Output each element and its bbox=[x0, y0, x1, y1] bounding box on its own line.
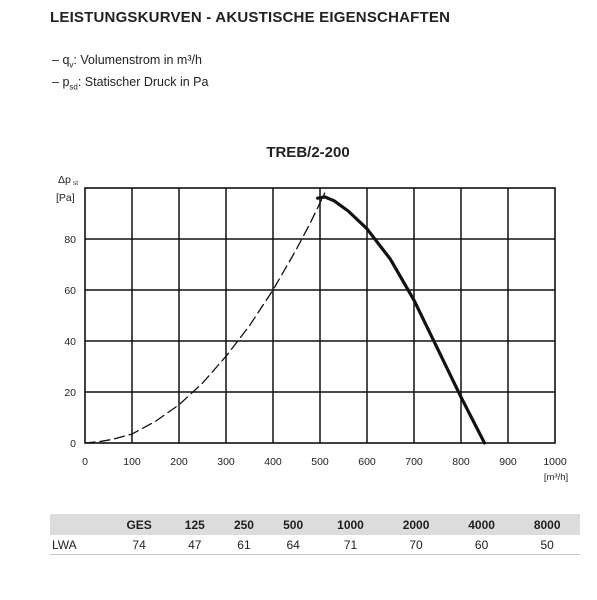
table-cell: 74 bbox=[108, 535, 171, 555]
table-header-cell: 250 bbox=[219, 514, 269, 535]
x-tick-label: 300 bbox=[217, 456, 235, 468]
table-header-cell: 125 bbox=[170, 514, 220, 535]
flow-symbol: q bbox=[62, 53, 70, 67]
legend-item-flow: – qv: Volumenstrom in m³/h bbox=[52, 53, 202, 70]
x-tick-label: 400 bbox=[264, 456, 282, 468]
performance-chart: TREB/2-2000 100 200 300 400 500 600 700 800 900 10… bbox=[56, 144, 568, 483]
x-tick-label: 100 bbox=[123, 456, 141, 468]
table-header-cell: GES bbox=[108, 514, 171, 535]
x-tick-label: 700 bbox=[405, 456, 423, 468]
table-row: LWA 74 47 61 64 71 70 60 50 bbox=[50, 535, 580, 555]
x-tick-label: 500 bbox=[311, 456, 329, 468]
x-tick-label: 1000 bbox=[543, 456, 567, 468]
legend-item-pressure: – psd: Statischer Druck in Pa bbox=[52, 74, 209, 92]
x-tick-label: 0 bbox=[82, 456, 88, 468]
pressure-subscript: sd bbox=[69, 82, 78, 91]
table-header-row: GES 125 250 500 1000 2000 4000 8000 bbox=[50, 514, 580, 535]
y-axis-unit: [Pa] bbox=[56, 192, 75, 204]
page-heading: LEISTUNGSKURVEN - AKUSTISCHE EIGENSCHAFT… bbox=[50, 9, 451, 26]
table-row-label: LWA bbox=[50, 535, 108, 555]
pressure-description: : Statischer Druck in Pa bbox=[77, 74, 209, 89]
y-tick-label: 60 bbox=[64, 285, 76, 297]
table-header-cell: 8000 bbox=[514, 514, 580, 535]
table-cell: 50 bbox=[514, 535, 580, 555]
y-tick-label: 40 bbox=[64, 336, 76, 348]
fan-curve-solid bbox=[316, 195, 487, 445]
legend-list: – qv: Volumenstrom in m³/h – psd: Statis… bbox=[52, 52, 208, 95]
acoustic-table: GES 125 250 500 1000 2000 4000 8000 LWA 74 47 61 64… bbox=[50, 514, 580, 555]
flow-description: : Volumenstrom in m³/h bbox=[73, 53, 202, 67]
table-header-cell: 4000 bbox=[448, 514, 515, 535]
pressure-symbol: p bbox=[62, 74, 70, 89]
y-axis-label-subscript: st bbox=[73, 180, 78, 187]
y-tick-label: 20 bbox=[64, 387, 76, 399]
table-corner-cell bbox=[50, 514, 108, 535]
x-tick-label: 600 bbox=[358, 456, 376, 468]
x-axis-unit: [m³/h] bbox=[544, 472, 568, 483]
table-cell: 47 bbox=[170, 535, 220, 555]
y-tick-label: 0 bbox=[70, 438, 76, 450]
x-tick-label: 900 bbox=[499, 456, 517, 468]
y-tick-label: 80 bbox=[64, 234, 76, 246]
table-header-cell: 1000 bbox=[317, 514, 384, 535]
table-cell: 61 bbox=[219, 535, 269, 555]
chart-title: TREB/2-200 bbox=[266, 144, 349, 161]
table-header-cell: 2000 bbox=[383, 514, 449, 535]
x-tick-label: 800 bbox=[452, 456, 470, 468]
table-cell: 70 bbox=[383, 535, 449, 555]
table-cell: 71 bbox=[317, 535, 384, 555]
table-header-cell: 500 bbox=[268, 514, 318, 535]
table-cell: 60 bbox=[448, 535, 515, 555]
system-curve-dashed bbox=[84, 192, 326, 444]
x-tick-label: 200 bbox=[170, 456, 188, 468]
table-cell: 64 bbox=[268, 535, 318, 555]
flow-subscript: v bbox=[69, 60, 74, 70]
y-axis-label: Δp bbox=[58, 174, 71, 186]
